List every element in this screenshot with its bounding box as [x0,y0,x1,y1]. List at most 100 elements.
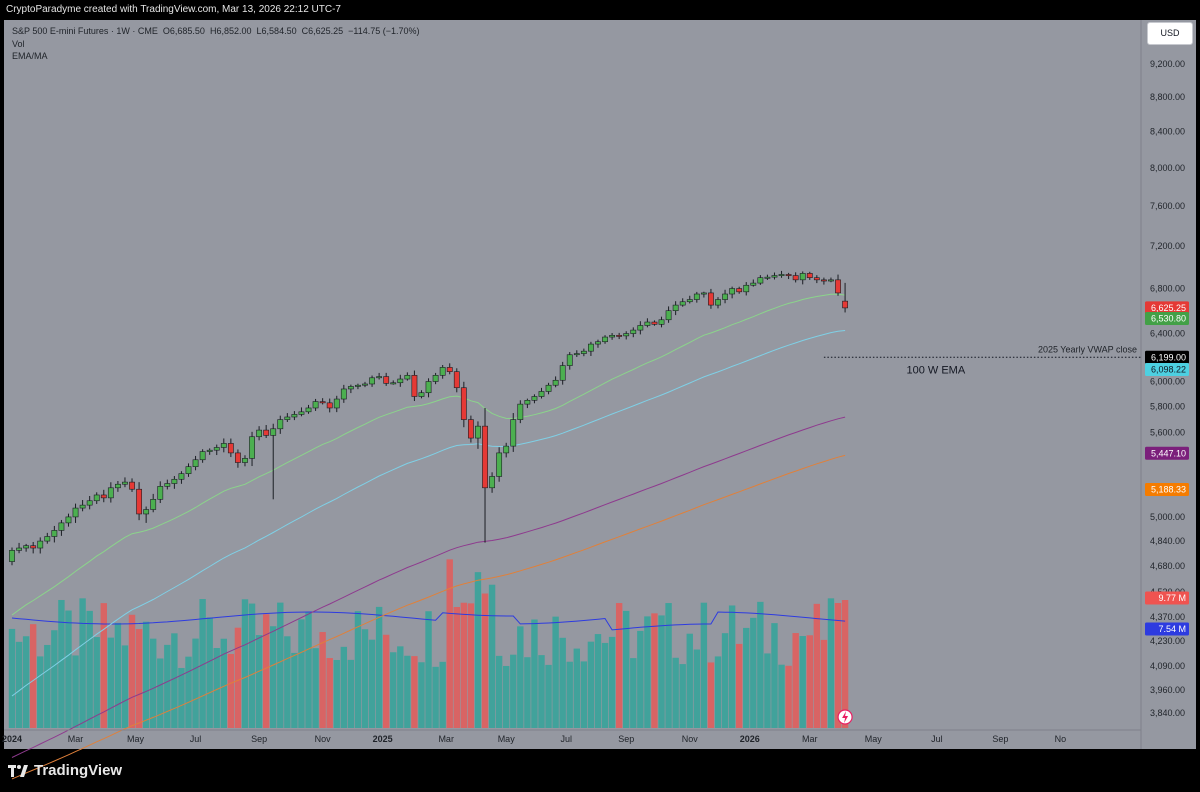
volume-bar-up [93,637,100,728]
volume-bar-up [277,602,284,728]
candle-up [637,325,644,331]
volume-bar-down [460,602,468,728]
volume-bar-up [545,664,552,728]
volume-bar-up [566,661,573,728]
volume-bar-up [44,644,51,728]
y-tick-label: 3,960.00 [1150,685,1185,695]
candle-down [411,375,418,397]
ema-100w-line [11,330,846,697]
candles-layer [9,270,848,566]
credit-bar: CryptoParadyme created with TradingView.… [6,4,341,15]
y-tick-label: 8,000.00 [1150,163,1185,173]
volume-bar-down [467,603,475,728]
volume-bar-up [65,610,72,728]
y-tick-label: 4,680.00 [1150,561,1185,571]
volume-bar-up [587,641,595,728]
x-tick-label: 2026 [740,734,760,744]
x-tick-label: Jul [560,734,572,744]
candle-down [792,275,799,281]
high-label: H [209,26,217,36]
volume-bar-up [192,638,199,728]
candle-down [446,367,453,372]
legend-symbol-row[interactable]: S&P 500 E-mini Futures · 1W · CME O6,685… [12,25,420,38]
x-tick-label: May [127,734,145,744]
candle-down [227,443,234,454]
y-tick-label: 7,200.00 [1150,241,1185,251]
volume-bar-up [728,605,736,728]
volume-bar-up [559,637,566,728]
volume-bar-up [114,622,122,728]
candle-down [453,371,460,389]
x-tick-label: Sep [251,734,267,744]
candle-up [524,400,531,405]
x-tick-label: Nov [682,734,699,744]
volume-bar-up [199,599,206,728]
legend-ema-row[interactable]: EMA/MA [12,51,48,61]
candle-up [644,321,651,326]
volume-bar-up [333,659,340,728]
x-tick-label: Mar [802,734,818,744]
volume-bar-down [128,614,136,728]
volume-bar-up [580,661,588,728]
y-tick-label: 6,400.00 [1150,329,1185,339]
price-tag-label: 5,447.10 [1151,448,1186,458]
x-tick-label: No [1055,734,1067,744]
candle-up [559,365,566,381]
volume-layer [8,559,849,728]
candle-up [362,383,368,386]
candle-up [277,419,284,430]
candle-up [312,401,319,409]
candle-up [729,288,736,295]
candle-up [700,292,707,295]
legend-volume-row[interactable]: Vol [12,38,25,49]
candle-up [157,486,164,500]
candle-up [545,384,552,392]
volume-bar-up [686,633,693,728]
candle-down [835,279,841,294]
volume-bar-down [707,662,715,728]
volume-bar-up [573,648,580,728]
candle-up [503,445,510,454]
candle-up [178,473,185,480]
y-tick-label: 5,000.00 [1150,512,1185,522]
candle-up [242,458,248,463]
volume-bar-up [51,630,58,728]
volume-bar-up [679,664,686,728]
candle-up [573,353,580,356]
x-tick-label: May [498,734,516,744]
volume-bar-up [743,627,750,728]
candle-up [475,425,481,439]
volume-bar-up [425,611,432,728]
volume-bar-up [121,645,129,728]
y-tick-label: 7,600.00 [1150,201,1185,211]
y-tick-label: 5,800.00 [1150,402,1185,412]
volume-bar-up [171,633,178,728]
candle-up [672,304,679,312]
candle-down [319,401,326,404]
candle-up [347,386,354,390]
x-tick-label: Mar [68,734,84,744]
x-tick-label: Mar [438,734,454,744]
volume-bar-down [481,593,489,728]
volume-bar-down [651,613,658,728]
x-tick-label: 2025 [373,734,393,744]
volume-bar-up [22,636,30,728]
volume-bar-up [771,623,778,728]
volume-bar-up [672,657,679,728]
candle-up [72,507,79,518]
candle-up [355,384,361,387]
price-tag [1145,591,1189,605]
volume-bar-up [827,598,835,728]
candle-up [588,343,594,352]
y-tick-label: 4,370.00 [1150,612,1185,622]
price-tag-label: 6,199.00 [1151,352,1186,362]
price-tag [1145,622,1189,636]
x-tick-label: Jul [931,734,943,744]
ma-purple-line [11,416,846,758]
candle-down [129,481,135,490]
candle-up [686,299,693,303]
candle-up [291,414,298,418]
volume-bar-up [270,626,277,728]
currency-button[interactable]: USD [1147,22,1193,45]
